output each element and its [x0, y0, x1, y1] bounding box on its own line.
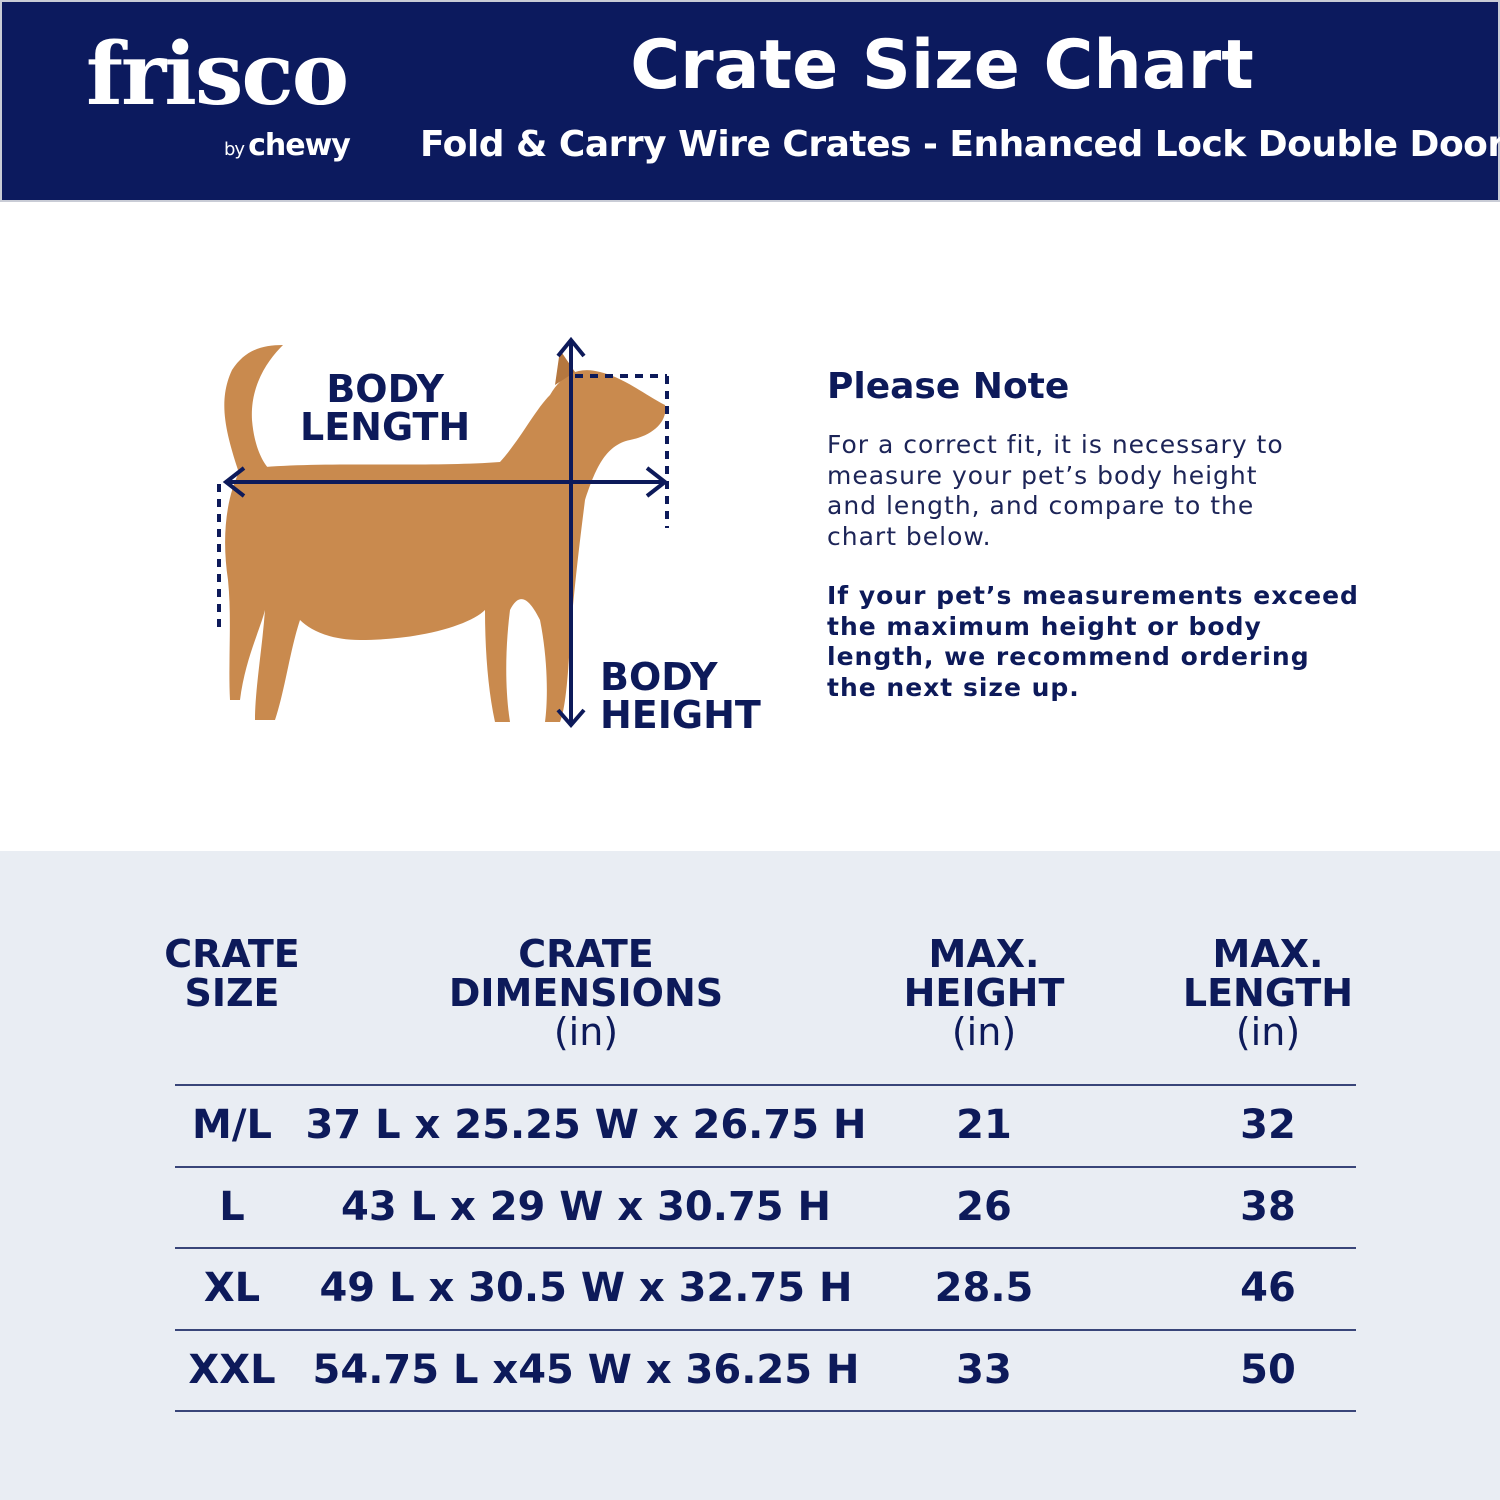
logo-text: frisco	[86, 24, 349, 125]
header-max-height: MAX. HEIGHT (in)	[904, 935, 1065, 1052]
table-divider	[175, 1329, 1356, 1331]
measurement-arrows	[222, 336, 669, 729]
dog-illustration	[224, 345, 666, 722]
max-length: 38	[1240, 1184, 1296, 1230]
body-height-label: BODY HEIGHT	[600, 655, 761, 737]
header-label: MAX. LENGTH	[1182, 932, 1354, 1015]
crate-size: M/L	[192, 1102, 272, 1148]
note-body: For a correct fit, it is necessary to me…	[827, 430, 1284, 551]
crate-dimensions: 49 L x 30.5 W x 32.75 H	[319, 1265, 853, 1311]
body-length-label: BODY LENGTH	[300, 367, 471, 449]
measurement-guides	[217, 374, 669, 632]
max-height: 26	[956, 1184, 1012, 1230]
header-unit: (in)	[553, 1010, 619, 1054]
page-title: Crate Size Chart	[630, 26, 1254, 105]
max-length: 32	[1240, 1102, 1296, 1148]
table-divider	[175, 1166, 1356, 1168]
logo-brand: chewy	[248, 128, 351, 163]
header-max-length: MAX. LENGTH (in)	[1183, 935, 1353, 1052]
header-label: CRATE DIMENSIONS	[448, 932, 724, 1015]
table-divider	[175, 1084, 1356, 1086]
logo-by: by	[224, 139, 245, 160]
dog-measurement-diagram	[217, 336, 669, 729]
crate-dimensions: 43 L x 29 W x 30.75 H	[340, 1184, 832, 1230]
max-height: 21	[956, 1102, 1012, 1148]
header-unit: (in)	[951, 1010, 1017, 1054]
size-table-section	[0, 851, 1500, 1500]
crate-size: XL	[203, 1265, 261, 1311]
header-label: MAX. HEIGHT	[903, 932, 1065, 1015]
logo-byline: by chewy	[224, 128, 351, 163]
crate-size: L	[219, 1184, 245, 1230]
crate-dimensions: 37 L x 25.25 W x 26.75 H	[305, 1102, 867, 1148]
note-title: Please Note	[827, 366, 1070, 407]
table-divider	[175, 1410, 1356, 1412]
note-recommendation: If your pet’s measurements exceed the ma…	[827, 581, 1359, 702]
crate-dimensions: 54.75 L x45 W x 36.25 H	[312, 1347, 860, 1393]
header-crate-size: CRATE SIZE	[164, 935, 300, 1013]
max-height: 28.5	[934, 1265, 1034, 1311]
header-label: CRATE SIZE	[164, 932, 300, 1015]
max-height: 33	[956, 1347, 1012, 1393]
max-length: 46	[1240, 1265, 1296, 1311]
page-subtitle: Fold & Carry Wire Crates - Enhanced Lock…	[420, 124, 1500, 165]
frisco-logo: frisco by chewy	[86, 24, 351, 164]
header-unit: (in)	[1235, 1010, 1301, 1054]
crate-size: XXL	[188, 1347, 276, 1393]
header-crate-dimensions: CRATE DIMENSIONS (in)	[449, 935, 723, 1052]
header-banner: frisco by chewy Crate Size Chart Fold & C…	[0, 0, 1500, 202]
table-divider	[175, 1247, 1356, 1249]
max-length: 50	[1240, 1347, 1296, 1393]
